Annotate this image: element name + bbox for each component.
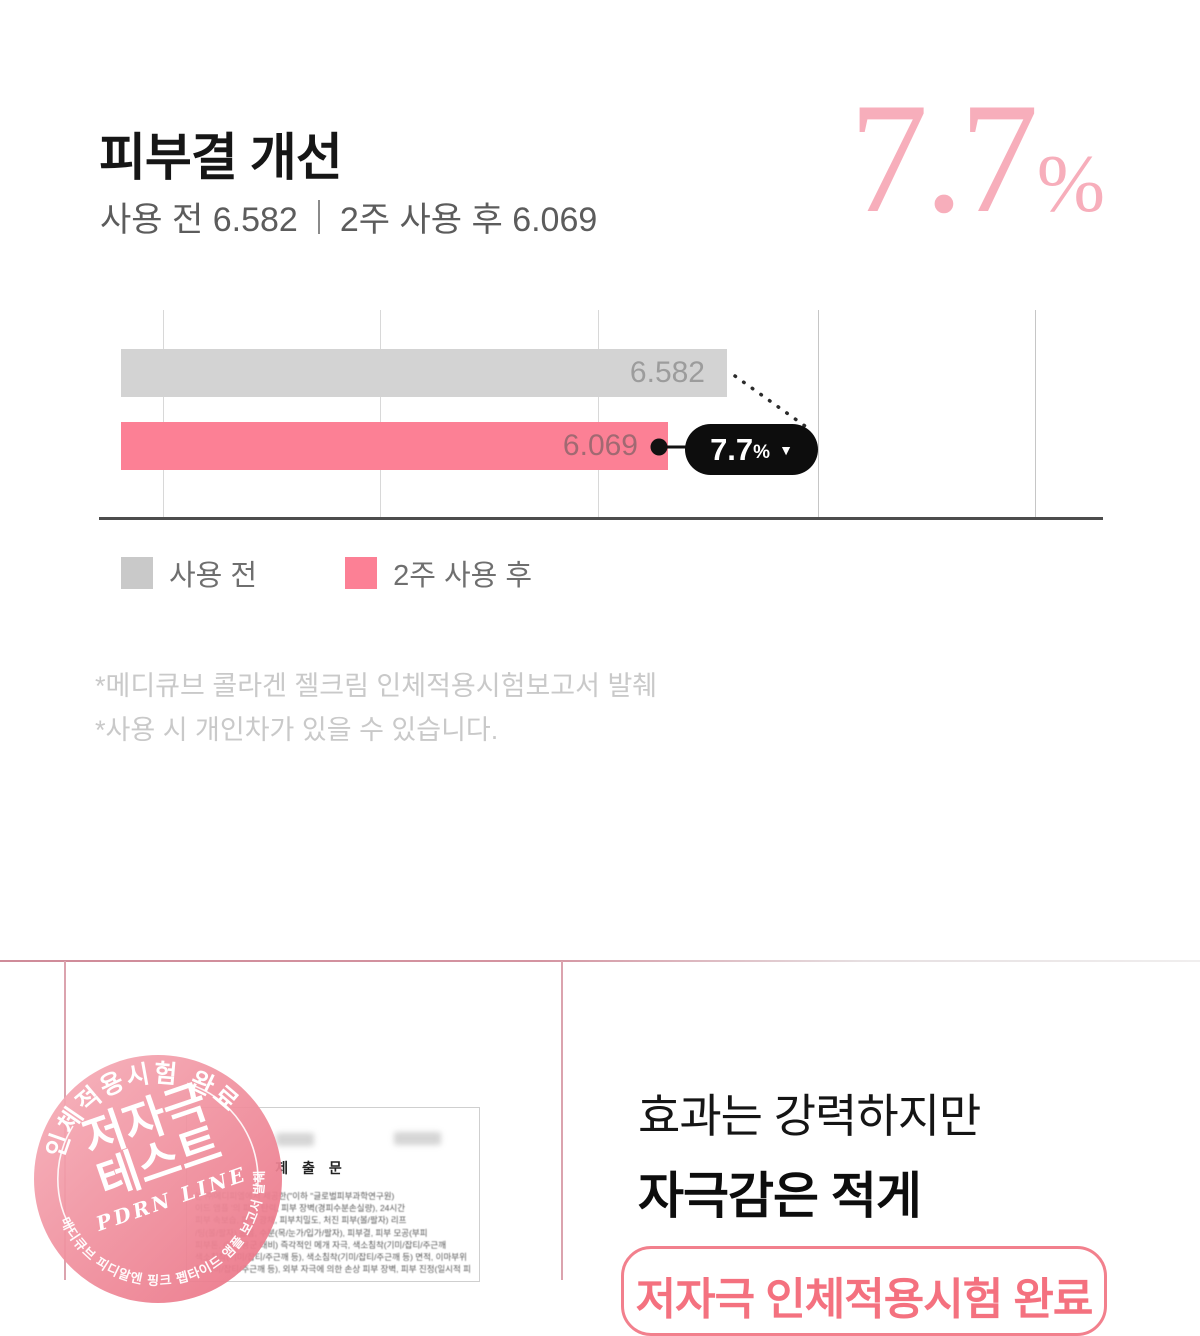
bar-value-label: 6.582 <box>629 356 705 389</box>
gridline <box>163 310 164 519</box>
legend-swatch-after <box>345 557 378 589</box>
bar-after-use: 6.069 <box>121 422 668 470</box>
footnote-disclaimer: *사용 시 개인차가 있을 수 있습니다. <box>95 715 499 745</box>
low-irritation-badge-text: 저자극 인체적용시험 완료 <box>635 1275 1094 1324</box>
low-irritation-stamp: 인체적용시험 완료 저자극 테스트 PDRN LINE 메디큐브 피디알엔 핑크… <box>33 1054 283 1304</box>
down-arrow-icon: ▼ <box>779 441 793 458</box>
gridline <box>818 310 819 519</box>
claim-line-2: 자극감은 적게 <box>638 1168 922 1224</box>
dotted-leader-line <box>733 374 814 433</box>
legend-label-after: 2주 사용 후 <box>393 560 533 592</box>
product-detail-page: 피부결 개선 사용 전 6.582 2주 사용 후 6.069 7.7% 6.5… <box>0 80 1200 1336</box>
stamp-ring-right <box>186 1082 259 1188</box>
section-title: 피부결 개선 <box>99 129 343 186</box>
report-line: 피부톤, (미사용군 대비) 즉각적인 메개 자극, 색소침착(기미/잡티/주근… <box>195 1239 447 1250</box>
redacted-text <box>276 1133 314 1146</box>
before-after-summary: 사용 전 6.582 2주 사용 후 6.069 <box>100 192 597 241</box>
report-line: 색소침착(기미/잡티/주근깨 등), 색소침착(기미/잡티/주근깨 등) 면적,… <box>195 1252 467 1263</box>
percentage-unit: % <box>1036 138 1105 229</box>
legend-item-after: 2주 사용 후 <box>345 552 532 594</box>
bar-value-label: 6.069 <box>562 429 638 462</box>
gridline <box>380 310 381 519</box>
low-irritation-badge: 저자극 인체적용시험 완료 <box>621 1246 1107 1336</box>
report-line: 색소침착(기미/잡티/주근깨 등), 외부 자극에 의한 손상 피부 장벽, 피… <box>195 1264 471 1275</box>
report-line: 피부 속보습, 피부 광채, 피부치밀도, 처진 피부(볼/팔자) 리프 <box>195 1215 407 1226</box>
section-divider <box>0 960 1200 962</box>
change-badge: 7.7 % ▼ <box>685 424 818 475</box>
redacted-text <box>394 1132 441 1145</box>
report-line: 이드 앰플 '의 피부 탄력, 피부 장벽(경피수분손실량), 24시간 <box>195 1203 406 1214</box>
change-leader-lines <box>650 374 814 456</box>
gridline <box>1035 310 1036 519</box>
bar-before-use: 6.582 <box>121 349 727 397</box>
footnote-source: *메디큐브 콜라겐 젤크림 인체적용시험보고서 발췌 <box>95 671 658 701</box>
chart-legend: 사용 전 2주 사용 후 <box>121 552 532 594</box>
bar-end-dot <box>650 438 668 456</box>
report-title: 제 출 문 <box>275 1160 347 1176</box>
legend-label-before: 사용 전 <box>169 560 258 592</box>
after-value-text: 2주 사용 후 6.069 <box>339 201 598 239</box>
stamp-ring-left <box>57 1125 74 1233</box>
percentage-number: 7.7 <box>849 71 1038 246</box>
stamp-circle <box>34 1055 282 1303</box>
change-unit: % <box>753 441 771 463</box>
claim-line-1: 효과는 강력하지만 <box>638 1090 981 1142</box>
before-value-text: 사용 전 6.582 <box>100 201 298 239</box>
change-value: 7.7 <box>710 431 754 467</box>
improvement-percentage: 7.7% <box>849 80 1105 238</box>
divider-bar <box>317 199 320 234</box>
legend-swatch-before <box>121 557 153 589</box>
frame-line-right <box>561 961 563 1280</box>
x-axis-baseline <box>99 517 1103 520</box>
gridline <box>598 310 599 519</box>
